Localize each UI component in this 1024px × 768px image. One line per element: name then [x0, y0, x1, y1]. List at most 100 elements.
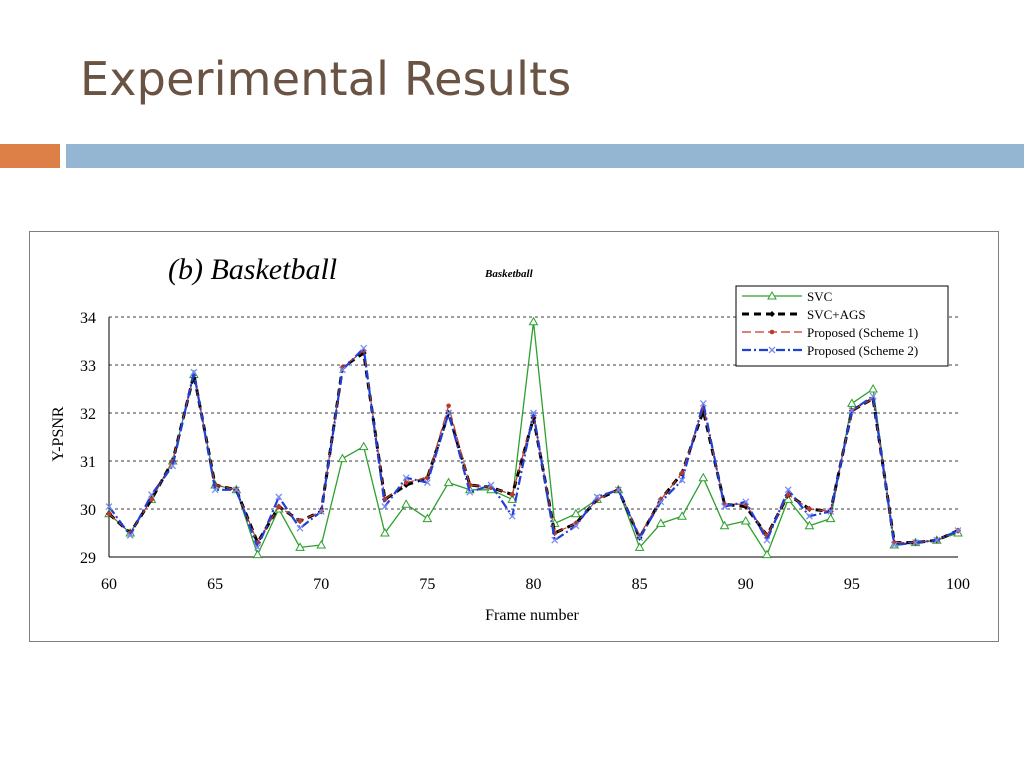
y-tick-label-33: 33 — [80, 358, 96, 375]
point-proposed-scheme-2-99 — [933, 536, 941, 544]
point-proposed-scheme-2-80 — [530, 409, 537, 417]
point-proposed-scheme-2-96 — [869, 392, 877, 400]
chart-title: (b) Basketball — [168, 253, 337, 286]
point-proposed-scheme-1-60 — [106, 511, 112, 517]
point-svc-79 — [507, 494, 518, 503]
point-proposed-scheme-2-92 — [784, 486, 792, 494]
point-proposed-scheme-2-73 — [381, 503, 389, 511]
point-proposed-scheme-2-82 — [572, 522, 580, 530]
series-proposed-scheme-2 — [105, 344, 962, 551]
point-svc-82 — [571, 508, 581, 518]
point-proposed-scheme-2-65 — [211, 486, 219, 494]
point-proposed-scheme-2-76 — [445, 409, 453, 417]
point-proposed-scheme-1-68 — [276, 504, 282, 509]
point-proposed-scheme-2-64 — [190, 368, 198, 376]
point-svc-73 — [380, 527, 390, 537]
legend-marker-svc — [767, 290, 777, 300]
x-tick-labels: 60 65 70 75 80 85 90 95 100 — [101, 576, 970, 593]
point-proposed-scheme-2-94 — [827, 507, 835, 515]
point-svc-75 — [422, 513, 433, 523]
slide-title: Experimental Results — [80, 52, 572, 106]
point-proposed-scheme-2-87 — [678, 476, 686, 484]
series-lines — [104, 316, 963, 559]
point-proposed-scheme-2-86 — [657, 498, 665, 506]
point-proposed-scheme-2-67 — [254, 543, 262, 551]
y-tick-label-34: 34 — [80, 310, 96, 327]
y-tick-label-31: 31 — [80, 454, 96, 471]
point-svc-91 — [762, 549, 772, 559]
point-proposed-scheme-2-61 — [126, 531, 134, 539]
point-proposed-scheme-1-79 — [509, 492, 515, 497]
point-proposed-scheme-2-98 — [912, 539, 920, 547]
point-svc-95 — [847, 398, 857, 407]
point-proposed-scheme-1-93 — [807, 506, 812, 512]
point-svc-88 — [698, 472, 709, 482]
point-proposed-scheme-1-76 — [446, 403, 451, 409]
point-svc-87 — [677, 511, 687, 520]
point-svc-69 — [295, 542, 305, 551]
point-proposed-scheme-2-90 — [742, 498, 750, 506]
point-proposed-scheme-2-77 — [466, 488, 474, 496]
point-proposed-scheme-1-74 — [403, 480, 409, 485]
point-proposed-scheme-2-72 — [360, 344, 368, 352]
legend-label-proposed-scheme-2: Proposed (Scheme 2) — [807, 343, 918, 358]
point-svc-74 — [401, 499, 412, 508]
accent-bar-blue — [66, 144, 1024, 168]
point-proposed-scheme-2-68 — [275, 493, 283, 501]
y-axis-label: Y-PSNR — [50, 406, 67, 461]
x-tick-label-70: 70 — [313, 576, 329, 593]
y-tick-labels: 29 30 31 32 33 34 — [80, 310, 96, 567]
point-proposed-scheme-1-69 — [297, 518, 303, 524]
point-proposed-scheme-2-70 — [317, 507, 325, 515]
legend-label-svc-ags: SVC+AGS — [807, 307, 866, 322]
point-proposed-scheme-2-83 — [593, 493, 601, 501]
point-proposed-scheme-2-89 — [721, 503, 728, 511]
x-tick-label-65: 65 — [207, 576, 223, 593]
point-svc-94 — [825, 513, 836, 523]
point-proposed-scheme-1-75 — [425, 475, 430, 481]
accent-bar-orange — [0, 144, 60, 168]
point-proposed-scheme-2-60 — [105, 503, 113, 511]
point-proposed-scheme-2-100 — [954, 527, 962, 535]
point-svc-86 — [655, 518, 666, 527]
point-proposed-scheme-2-79 — [508, 512, 516, 520]
y-tick-label-32: 32 — [80, 406, 96, 423]
point-svc-70 — [316, 539, 327, 549]
point-svc-72 — [358, 441, 369, 451]
point-svc-90 — [740, 515, 751, 525]
legend-label-svc: SVC — [807, 289, 832, 304]
point-proposed-scheme-2-62 — [147, 491, 155, 499]
point-proposed-scheme-2-71 — [339, 366, 346, 374]
point-svc-92 — [783, 494, 794, 503]
legend-label-proposed-scheme-1: Proposed (Scheme 1) — [807, 325, 918, 340]
point-proposed-scheme-2-66 — [232, 486, 240, 494]
point-proposed-scheme-2-95 — [848, 407, 856, 415]
line-chart: (b) Basketball Basketball 29 30 31 32 33 34 6… — [50, 253, 970, 624]
point-svc-93 — [804, 520, 815, 530]
x-tick-label-60: 60 — [101, 576, 117, 593]
point-proposed-scheme-2-78 — [487, 481, 495, 489]
y-tick-label-29: 29 — [80, 550, 96, 567]
legend-marker-svc-ags — [769, 311, 775, 317]
legend-marker-proposed-scheme-2 — [768, 346, 776, 354]
point-svc-71 — [337, 453, 348, 463]
point-svc-80 — [528, 316, 539, 326]
x-axis-label: Frame number — [485, 607, 579, 624]
point-proposed-scheme-2-63 — [169, 462, 177, 470]
point-proposed-scheme-2-74 — [402, 474, 410, 482]
point-proposed-scheme-2-97 — [890, 541, 898, 549]
x-tick-label-80: 80 — [526, 576, 542, 593]
x-tick-label-90: 90 — [738, 576, 754, 593]
point-proposed-scheme-1-92 — [785, 492, 791, 497]
point-svc-76 — [443, 477, 454, 487]
x-tick-label-75: 75 — [419, 576, 435, 593]
point-svc-67 — [252, 549, 263, 559]
series-svc-ags — [106, 350, 961, 546]
legend-marker-proposed-scheme-1 — [769, 329, 775, 335]
x-tick-label-95: 95 — [844, 576, 860, 593]
point-proposed-scheme-2-75 — [423, 479, 431, 487]
point-proposed-scheme-2-81 — [551, 536, 559, 544]
point-proposed-scheme-2-88 — [699, 399, 707, 407]
x-tick-label-100: 100 — [946, 576, 970, 593]
point-proposed-scheme-2-93 — [805, 512, 813, 520]
